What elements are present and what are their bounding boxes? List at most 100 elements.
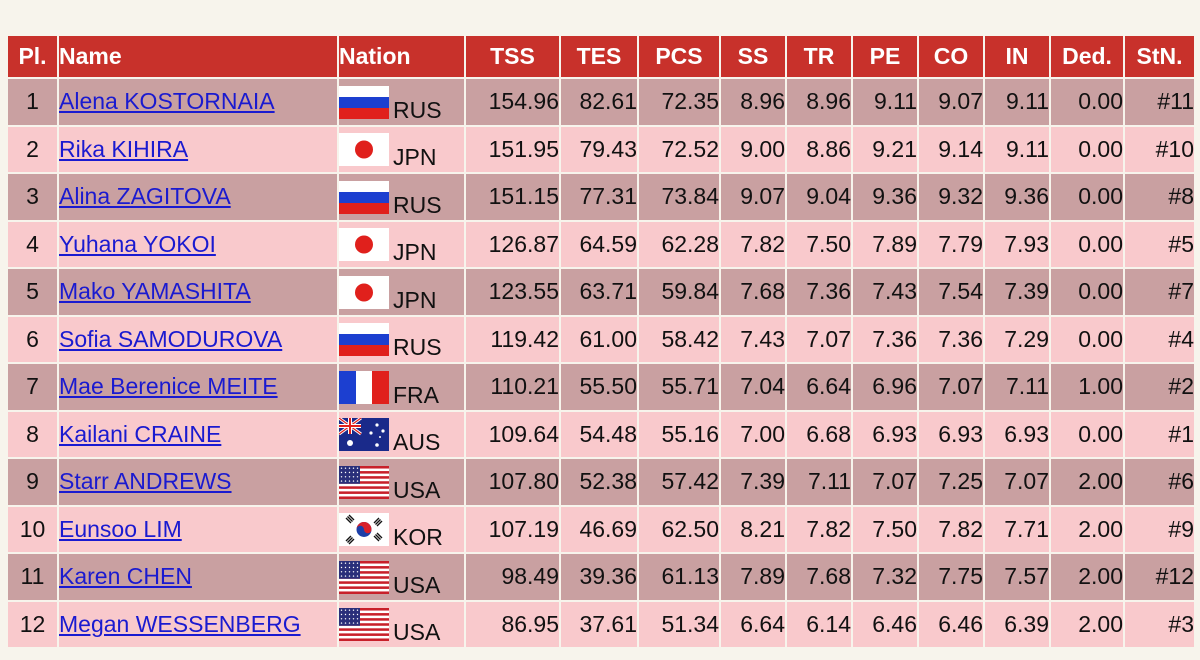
ss-cell: 7.00 (719, 409, 787, 459)
nation-cell: JPN (337, 219, 466, 269)
header-tr: TR (785, 34, 853, 79)
skater-name-link[interactable]: Alina ZAGITOVA (59, 183, 231, 210)
place-cell: 11 (6, 552, 59, 602)
ss-cell: 8.96 (719, 77, 787, 127)
tss-cell: 107.19 (464, 504, 561, 554)
tr-cell: 6.14 (785, 599, 853, 649)
co-cell: 9.07 (917, 77, 985, 127)
stn-cell: #1 (1123, 409, 1196, 459)
nation-code: JPN (393, 144, 437, 170)
skater-name-link[interactable]: Megan WESSENBERG (59, 610, 301, 637)
skater-name-link[interactable]: Sofia SAMODUROVA (59, 325, 283, 352)
tss-cell: 119.42 (464, 314, 561, 364)
pe-cell: 7.50 (851, 504, 919, 554)
skater-name-link[interactable]: Mako YAMASHITA (59, 278, 251, 305)
pe-cell: 7.43 (851, 267, 919, 317)
in-cell: 7.29 (983, 314, 1051, 364)
stn-cell: #2 (1123, 362, 1196, 412)
ss-cell: 7.43 (719, 314, 787, 364)
tss-cell: 86.95 (464, 599, 561, 649)
pe-cell: 9.21 (851, 124, 919, 174)
table-row: 4 Yuhana YOKOI JPN 126.87 64.59 62.28 7.82 7.50… (6, 219, 1196, 269)
tr-cell: 9.04 (785, 172, 853, 222)
stn-cell: #4 (1123, 314, 1196, 364)
tr-cell: 7.68 (785, 552, 853, 602)
tss-cell: 107.80 (464, 457, 561, 507)
tss-cell: 110.21 (464, 362, 561, 412)
tss-cell: 123.55 (464, 267, 561, 317)
skater-name-link[interactable]: Kailani CRAINE (59, 420, 222, 447)
stn-cell: #10 (1123, 124, 1196, 174)
skater-name-link[interactable]: Rika KIHIRA (59, 135, 189, 162)
pe-cell: 7.32 (851, 552, 919, 602)
header-ded: Ded. (1049, 34, 1125, 79)
pcs-cell: 72.52 (637, 124, 721, 174)
name-cell: Yuhana YOKOI (57, 219, 339, 269)
skater-name-link[interactable]: Karen CHEN (59, 563, 192, 590)
pcs-cell: 62.50 (637, 504, 721, 554)
in-cell: 9.11 (983, 77, 1051, 127)
pcs-cell: 55.71 (637, 362, 721, 412)
stn-cell: #5 (1123, 219, 1196, 269)
ded-cell: 2.00 (1049, 504, 1125, 554)
table-row: 1 Alena KOSTORNAIA RUS 154.96 82.61 72.35 8.96… (6, 77, 1196, 127)
nation-cell: JPN (337, 124, 466, 174)
nation-code: JPN (393, 286, 437, 313)
nation-code: RUS (393, 334, 442, 360)
in-cell: 7.57 (983, 552, 1051, 602)
name-cell: Kailani CRAINE (57, 409, 339, 459)
ded-cell: 0.00 (1049, 172, 1125, 222)
skater-name-link[interactable]: Mae Berenice MEITE (59, 373, 278, 400)
tes-cell: 82.61 (559, 77, 639, 127)
pcs-cell: 61.13 (637, 552, 721, 602)
co-cell: 7.25 (917, 457, 985, 507)
pcs-cell: 59.84 (637, 267, 721, 317)
pcs-cell: 57.42 (637, 457, 721, 507)
australia-flag-icon (340, 418, 389, 451)
place-cell: 1 (6, 77, 59, 127)
table-header-row: Pl. Name Nation TSS TES PCS SS TR PE CO … (6, 34, 1196, 79)
skater-name-link[interactable]: Eunsoo LIM (59, 515, 182, 542)
header-co: CO (917, 34, 985, 79)
skater-name-link[interactable]: Yuhana YOKOI (59, 230, 216, 257)
russia-flag-icon (340, 180, 389, 214)
table-row: 6 Sofia SAMODUROVA RUS 119.42 61.00 58.42 7.43… (6, 314, 1196, 364)
russia-flag-icon (340, 85, 389, 119)
nation-code: FRA (393, 381, 439, 408)
russia-flag-icon (340, 323, 389, 356)
tss-cell: 151.15 (464, 172, 561, 222)
pcs-cell: 72.35 (637, 77, 721, 127)
name-cell: Karen CHEN (57, 552, 339, 602)
place-cell: 6 (6, 314, 59, 364)
place-cell: 8 (6, 409, 59, 459)
pcs-cell: 62.28 (637, 219, 721, 269)
name-cell: Sofia SAMODUROVA (57, 314, 339, 364)
ss-cell: 7.04 (719, 362, 787, 412)
header-place: Pl. (6, 34, 59, 79)
tss-cell: 109.64 (464, 409, 561, 459)
tes-cell: 37.61 (559, 599, 639, 649)
tes-cell: 39.36 (559, 552, 639, 602)
place-cell: 10 (6, 504, 59, 554)
ded-cell: 0.00 (1049, 267, 1125, 317)
nation-cell: JPN (337, 267, 466, 317)
tr-cell: 8.96 (785, 77, 853, 127)
header-tss: TSS (464, 34, 561, 79)
skater-name-link[interactable]: Alena KOSTORNAIA (59, 88, 275, 115)
pe-cell: 7.07 (851, 457, 919, 507)
table-row: 12 Megan WESSENBERG USA 86.95 37.61 51.34 6.64… (6, 599, 1196, 649)
in-cell: 7.71 (983, 504, 1051, 554)
tr-cell: 7.07 (785, 314, 853, 364)
skater-name-link[interactable]: Starr ANDREWS (59, 468, 232, 495)
stn-cell: #6 (1123, 457, 1196, 507)
nation-code: USA (393, 571, 441, 598)
stn-cell: #12 (1123, 552, 1196, 602)
table-row: 8 Kailani CRAINE AUS 109.64 54.48 55.16 7.00 6.… (6, 409, 1196, 459)
tes-cell: 55.50 (559, 362, 639, 412)
header-in: IN (983, 34, 1051, 79)
name-cell: Starr ANDREWS (57, 457, 339, 507)
stn-cell: #9 (1123, 504, 1196, 554)
header-pe: PE (851, 34, 919, 79)
table-row: 11 Karen CHEN USA 98.49 39.36 61.13 7.89 7.68 7.… (6, 552, 1196, 602)
in-cell: 7.07 (983, 457, 1051, 507)
